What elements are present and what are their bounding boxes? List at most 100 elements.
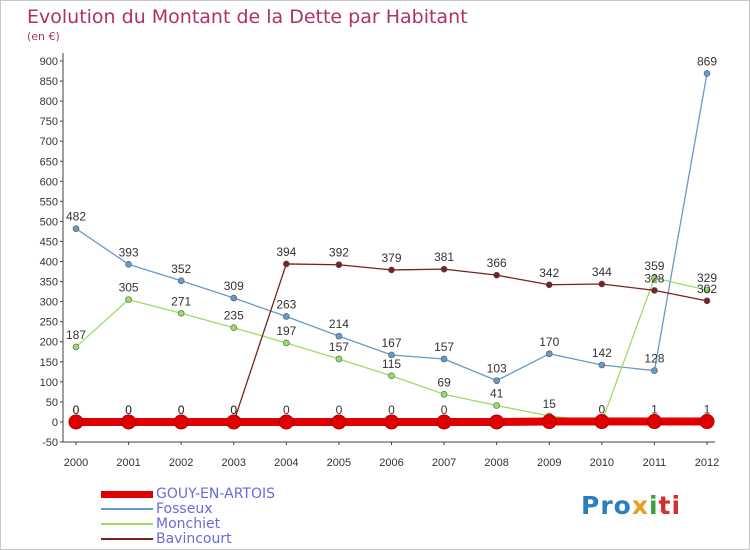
data-label: 103 [487, 362, 507, 376]
data-point [331, 414, 347, 430]
y-tick-label: 400 [40, 257, 58, 269]
legend-label-gouy: GOUY-EN-ARTOIS [156, 486, 275, 502]
data-point [651, 274, 658, 282]
data-point [651, 287, 658, 294]
data-point [440, 390, 448, 398]
y-tick-label: 350 [40, 277, 58, 289]
y-tick-label: 700 [40, 136, 58, 148]
data-label: 0 [125, 403, 132, 417]
data-label: 328 [644, 271, 664, 285]
x-tick-label: 2001 [116, 457, 140, 469]
data-point [440, 355, 448, 363]
data-point [541, 414, 557, 430]
x-tick-label: 2012 [695, 457, 719, 469]
data-point [646, 414, 662, 430]
data-label: 0 [598, 403, 605, 417]
data-point [230, 294, 238, 302]
data-label: 0 [388, 403, 395, 417]
x-tick-label: 2011 [643, 457, 667, 469]
y-tick-label: 600 [40, 176, 58, 188]
data-label: 392 [329, 246, 349, 260]
data-point [440, 265, 448, 273]
data-point [699, 414, 715, 430]
data-label: 128 [644, 352, 664, 366]
data-label: 271 [171, 294, 191, 308]
data-point [335, 355, 343, 363]
data-point [598, 361, 606, 369]
y-tick-label: 0 [52, 417, 58, 429]
data-label: 235 [224, 309, 244, 323]
data-label: 0 [178, 403, 185, 417]
data-label: 157 [434, 340, 454, 354]
data-point [72, 343, 80, 351]
data-label: 214 [329, 317, 349, 331]
x-tick-label: 2005 [327, 457, 351, 469]
y-tick-label: 750 [40, 116, 58, 128]
x-tick-label: 2004 [274, 457, 298, 469]
y-tick-label: 150 [40, 357, 58, 369]
x-tick-label: 2002 [169, 457, 193, 469]
data-point [335, 261, 343, 269]
data-label: 305 [119, 281, 139, 295]
y-tick-label: 450 [40, 236, 58, 248]
data-point [72, 225, 80, 232]
data-point [177, 277, 185, 285]
data-point [283, 313, 290, 320]
legend-label-fosseux: Fosseux [156, 501, 213, 517]
data-point [384, 414, 399, 430]
data-point [703, 297, 711, 305]
data-label: 0 [73, 403, 80, 417]
data-label: 381 [434, 250, 454, 264]
legend-label-bavincourt: Bavincourt [156, 531, 232, 547]
data-label: 482 [66, 210, 86, 224]
data-point [121, 414, 137, 430]
x-tick-label: 2006 [379, 457, 403, 469]
x-tick-label: 2009 [537, 457, 561, 469]
data-point [388, 372, 395, 380]
data-point [125, 296, 132, 303]
data-point [598, 280, 606, 288]
data-point [651, 367, 658, 374]
data-label: 394 [276, 245, 296, 259]
data-point [230, 324, 238, 332]
x-tick-label: 2003 [222, 457, 246, 469]
y-tick-label: 50 [46, 397, 58, 409]
chart-subtitle: (en €) [27, 30, 60, 43]
data-label: 329 [697, 271, 717, 285]
data-point [489, 414, 505, 430]
data-label: 0 [125, 403, 132, 417]
y-tick-label: 800 [40, 96, 58, 108]
data-point [388, 266, 395, 274]
data-label: 167 [381, 336, 401, 350]
data-label: 115 [382, 357, 401, 371]
proxiti-logo: Proxiti [581, 491, 682, 520]
data-label: 142 [592, 346, 612, 360]
data-label: 170 [539, 335, 559, 349]
data-point [388, 351, 395, 359]
data-point [283, 260, 290, 268]
data-label: 352 [171, 262, 191, 276]
data-point [493, 402, 500, 409]
data-label: 342 [539, 266, 559, 280]
legend-swatch-monchiet [101, 523, 153, 525]
data-point [177, 309, 185, 317]
data-point [493, 271, 500, 279]
data-label: 69 [437, 375, 451, 389]
data-label: 379 [381, 251, 401, 265]
data-label: 309 [224, 279, 244, 293]
data-point [545, 281, 553, 289]
y-tick-label: 900 [40, 56, 58, 68]
x-tick-label: 2000 [64, 457, 88, 469]
data-point [68, 414, 84, 430]
data-label: 157 [329, 340, 349, 354]
data-label: 197 [276, 324, 296, 338]
y-tick-label: 300 [40, 297, 58, 309]
data-label: 0 [283, 403, 290, 417]
data-point [125, 261, 132, 268]
data-label: 1 [704, 403, 711, 417]
y-tick-label: 850 [40, 76, 58, 88]
data-label: 344 [592, 265, 612, 279]
data-point [283, 339, 290, 347]
data-point [545, 350, 553, 358]
